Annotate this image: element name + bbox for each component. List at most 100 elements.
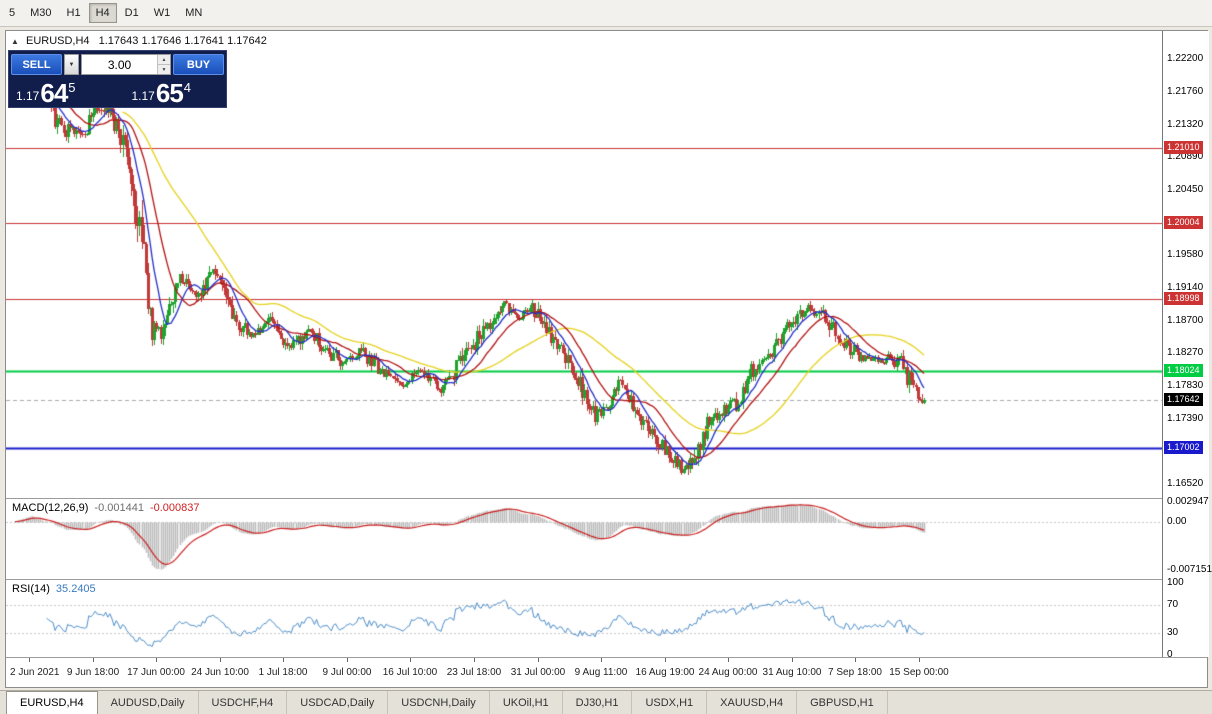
symbol-tab-bar: EURUSD,H4 AUDUSD,Daily USDCHF,H4 USDCAD,Dai…	[0, 690, 1212, 714]
x-axis-time-label: 1 Jul 18:00	[258, 667, 308, 678]
bid-price: 1.17 64 5	[9, 76, 118, 106]
rsi-axis-label: 0	[1167, 649, 1173, 660]
y-axis-price-label: 1.19140	[1167, 282, 1204, 293]
price-line-label: 1.18024	[1164, 364, 1203, 377]
y-axis-price-label: 1.18270	[1167, 347, 1204, 358]
macd-signal-value: -0.000837	[149, 502, 200, 514]
volume-spin-up-icon[interactable]: ▲	[158, 55, 170, 65]
time-tick-mark	[283, 658, 284, 662]
x-axis-time-label: 15 Sep 00:00	[889, 667, 949, 678]
y-axis-price-label: 1.16520	[1167, 478, 1204, 489]
symbol-tab-usdcad-daily[interactable]: USDCAD,Daily	[287, 691, 389, 714]
price-line-label: 1.20004	[1164, 216, 1203, 229]
price-line-label: 1.17002	[1164, 441, 1203, 454]
rsi-value: 35.2405	[55, 583, 96, 595]
volume-input[interactable]	[82, 55, 157, 74]
volume-box: ▲ ▼	[81, 54, 171, 75]
timeframe-button-m30[interactable]: M30	[30, 7, 52, 19]
time-scale[interactable]: 2 Jun 2021 9 Jun 18:00 17 Jun 00:00 24 Jun …	[6, 658, 1162, 687]
bid-price-big: 64	[40, 78, 68, 108]
x-axis-time-label: 2 Jun 2021	[10, 667, 60, 678]
time-tick-mark	[919, 658, 920, 662]
rsi-axis-label: 70	[1167, 599, 1179, 610]
time-tick-mark	[601, 658, 602, 662]
symbol-tab-usdcnh-daily[interactable]: USDCNH,Daily	[388, 691, 490, 714]
macd-axis-label: 0.00	[1167, 516, 1187, 527]
y-axis-price-label: 1.21320	[1167, 119, 1204, 130]
chart-title: ▲ EURUSD,H4 1.17643 1.17646 1.17641 1.17…	[11, 35, 267, 47]
macd-indicator-label: MACD(12,26,9) -0.001441 -0.000837	[12, 502, 200, 514]
time-tick-mark	[728, 658, 729, 662]
collapse-arrow-icon[interactable]: ▲	[11, 37, 19, 46]
macd-panel-separator[interactable]	[6, 498, 1207, 499]
chart-window: ▲ EURUSD,H4 1.17643 1.17646 1.17641 1.17…	[5, 30, 1212, 688]
symbol-tab-dj30-h1[interactable]: DJ30,H1	[563, 691, 633, 714]
time-tick-mark	[538, 658, 539, 662]
symbol-tab-usdx-h1[interactable]: USDX,H1	[632, 691, 708, 714]
y-axis-price-label: 1.20450	[1167, 184, 1204, 195]
y-axis-price-label: 1.19580	[1167, 249, 1204, 260]
volume-spinner: ▲ ▼	[157, 55, 170, 74]
symbol-tab-audusd-daily[interactable]: AUDUSD,Daily	[98, 691, 199, 714]
time-tick-mark	[156, 658, 157, 662]
timeframe-button-d1[interactable]: D1	[124, 7, 139, 19]
y-axis-price-label: 1.20890	[1167, 151, 1204, 162]
rsi-name: RSI(14)	[12, 583, 50, 595]
symbol-tab-usdchf-h4[interactable]: USDCHF,H4	[199, 691, 288, 714]
x-axis-time-label: 16 Jul 10:00	[382, 667, 438, 678]
time-tick-mark	[665, 658, 666, 662]
ask-price-prefix: 1.17	[131, 89, 155, 103]
y-axis-price-label: 1.17390	[1167, 413, 1204, 424]
symbol-tab-xauusd-h4[interactable]: XAUUSD,H4	[707, 691, 798, 714]
y-axis-price-label: 1.17830	[1167, 380, 1204, 391]
x-axis-time-label: 17 Jun 00:00	[127, 667, 185, 678]
x-axis-time-label: 24 Jun 10:00	[191, 667, 249, 678]
chart-symbol-period: EURUSD,H4	[25, 35, 90, 47]
x-axis-time-label: 23 Jul 18:00	[446, 667, 502, 678]
time-tick-mark	[855, 658, 856, 662]
price-scale[interactable]: 1.22200 1.21760 1.21320 1.20890 1.20450 1.200…	[1162, 31, 1212, 660]
time-tick-mark	[474, 658, 475, 662]
symbol-tab-gbpusd-h1[interactable]: GBPUSD,H1	[797, 691, 888, 714]
timeframe-button-5[interactable]: 5	[9, 7, 16, 19]
time-scale-separator	[6, 657, 1207, 658]
x-axis-time-label: 7 Sep 18:00	[828, 667, 882, 678]
ask-price: 1.17 65 4	[118, 76, 227, 106]
symbol-tab-ukoil-h1[interactable]: UKOil,H1	[490, 691, 563, 714]
x-axis-time-label: 9 Jun 18:00	[66, 667, 120, 678]
rsi-indicator-label: RSI(14) 35.2405	[12, 583, 96, 595]
time-tick-mark	[792, 658, 793, 662]
timeframe-button-mn[interactable]: MN	[185, 7, 203, 19]
y-axis-price-label: 1.21760	[1167, 86, 1204, 97]
time-tick-mark	[93, 658, 94, 662]
price-chart-canvas[interactable]	[6, 31, 1162, 657]
timeframe-button-w1[interactable]: W1	[153, 7, 171, 19]
volume-spin-down-icon[interactable]: ▼	[158, 65, 170, 74]
sell-button[interactable]: SELL	[11, 54, 62, 75]
rsi-axis-label: 100	[1167, 577, 1184, 588]
macd-axis-label: 0.002947	[1167, 496, 1209, 507]
x-axis-time-label: 9 Aug 11:00	[574, 667, 628, 678]
one-click-trading-panel: SELL ▼ ▲ ▼ BUY 1.17 64 5 1.17 65	[8, 50, 227, 108]
bid-price-prefix: 1.17	[16, 89, 40, 103]
price-line-label: 1.21010	[1164, 141, 1203, 154]
buy-button[interactable]: BUY	[173, 54, 224, 75]
timeframe-button-h1[interactable]: H1	[66, 7, 81, 19]
macd-axis-label: -0.007151	[1167, 564, 1212, 575]
ask-price-pip: 4	[183, 80, 192, 95]
x-axis-time-label: 31 Jul 00:00	[510, 667, 566, 678]
rsi-axis-label: 30	[1167, 627, 1179, 638]
time-tick-mark	[347, 658, 348, 662]
timeframe-button-h4[interactable]: H4	[88, 3, 117, 23]
dropdown-arrow-icon: ▼	[68, 61, 75, 68]
order-type-dropdown[interactable]: ▼	[64, 54, 79, 75]
x-axis-time-label: 9 Jul 00:00	[322, 667, 372, 678]
bid-price-pip: 5	[68, 80, 76, 95]
timeframe-toolbar: 5 M30 H1 H4 D1 W1 MN	[0, 0, 1212, 27]
y-axis-price-label: 1.18700	[1167, 315, 1204, 326]
symbol-tab-eurusd-h4[interactable]: EURUSD,H4	[6, 691, 98, 714]
price-line-label: 1.18998	[1164, 292, 1203, 305]
x-axis-time-label: 16 Aug 19:00	[635, 667, 695, 678]
rsi-panel-separator[interactable]	[6, 579, 1207, 580]
x-axis-time-label: 24 Aug 00:00	[698, 667, 758, 678]
